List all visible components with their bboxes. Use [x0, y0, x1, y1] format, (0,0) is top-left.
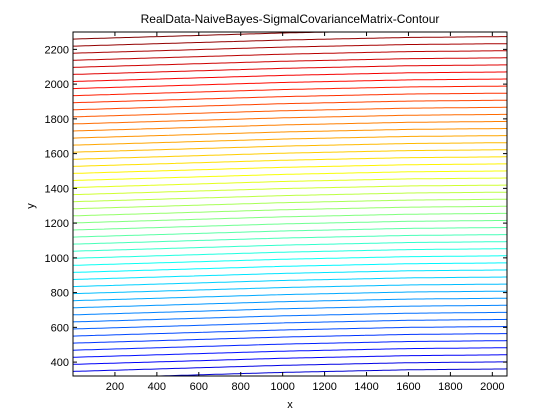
x-tick-label: 400 [148, 381, 166, 393]
contour-line [73, 78, 507, 90]
contour-line [73, 71, 507, 82]
plot-area-frame [72, 31, 508, 377]
y-tick-label: 1400 [45, 183, 69, 195]
x-tick-label: 1400 [354, 381, 378, 393]
contour-line [73, 50, 507, 61]
contour-line [73, 149, 507, 160]
contour-line [73, 85, 507, 97]
y-axis-label: y [25, 203, 37, 209]
contour-line [73, 92, 507, 104]
y-tick-label: 1000 [45, 253, 69, 265]
contour-line [73, 262, 507, 273]
contour-line [73, 361, 507, 372]
contour-line [73, 106, 507, 118]
contour-line [73, 340, 507, 351]
y-tick-label: 800 [51, 288, 69, 300]
y-axis: 400 600 800 1000 1200 1400 1600 1800 2000 2200 [45, 44, 507, 369]
y-tick-label: 600 [51, 322, 69, 334]
contour-line [73, 113, 507, 125]
contour-line [73, 57, 507, 68]
contour-line [73, 198, 507, 210]
y-tick-label: 1800 [45, 114, 69, 126]
contour-line [73, 163, 507, 174]
contour-line [73, 170, 507, 181]
contour-line [73, 43, 507, 54]
contour-line [73, 269, 507, 280]
y-tick-label: 1200 [45, 218, 69, 230]
contour-line [73, 32, 331, 40]
contour-line [73, 304, 507, 316]
contour-line [73, 354, 507, 365]
x-tick-label: 600 [190, 381, 208, 393]
y-tick-label: 2200 [45, 44, 69, 56]
contour-line [73, 326, 507, 337]
x-tick-label: 2000 [480, 381, 504, 393]
x-tick-label: 1000 [270, 381, 294, 393]
contour-line [73, 318, 507, 330]
y-tick-label: 2000 [45, 79, 69, 91]
contour-line [73, 333, 507, 344]
contour-line [73, 128, 507, 139]
contour-line [73, 177, 507, 189]
x-tick-label: 1800 [438, 381, 462, 393]
contour-line [73, 347, 507, 358]
x-tick-label: 800 [232, 381, 250, 393]
contour-line [73, 255, 507, 266]
contour-line [73, 283, 507, 295]
y-tick-label: 400 [51, 357, 69, 369]
contour-line [73, 191, 507, 203]
contour-line [73, 64, 507, 75]
contour-line [73, 205, 507, 217]
contour-lines [73, 32, 507, 376]
contour-line [73, 120, 507, 132]
contour-line [73, 227, 507, 238]
x-tick-label: 1200 [312, 381, 336, 393]
contour-line [73, 241, 507, 252]
contour-line [73, 36, 507, 47]
x-tick-label: 1600 [396, 381, 420, 393]
chart-title: RealData-NaiveBayes-SigmalCovarianceMatr… [141, 12, 440, 26]
contour-line [73, 156, 507, 167]
x-axis: 200 400 600 800 1000 1200 1400 1600 1800 2000 [106, 32, 505, 393]
contour-line [158, 368, 507, 376]
x-axis-label: x [287, 399, 293, 411]
contour-line [73, 297, 507, 309]
contour-line [73, 290, 507, 302]
contour-line [73, 142, 507, 153]
y-tick-label: 1600 [45, 149, 69, 161]
contour-line [73, 311, 507, 323]
contour-line [73, 99, 507, 111]
x-tick-label: 200 [106, 381, 124, 393]
contour-line [73, 219, 507, 231]
contour-line [73, 234, 507, 245]
contour-line [73, 276, 507, 288]
contour-line [73, 135, 507, 146]
